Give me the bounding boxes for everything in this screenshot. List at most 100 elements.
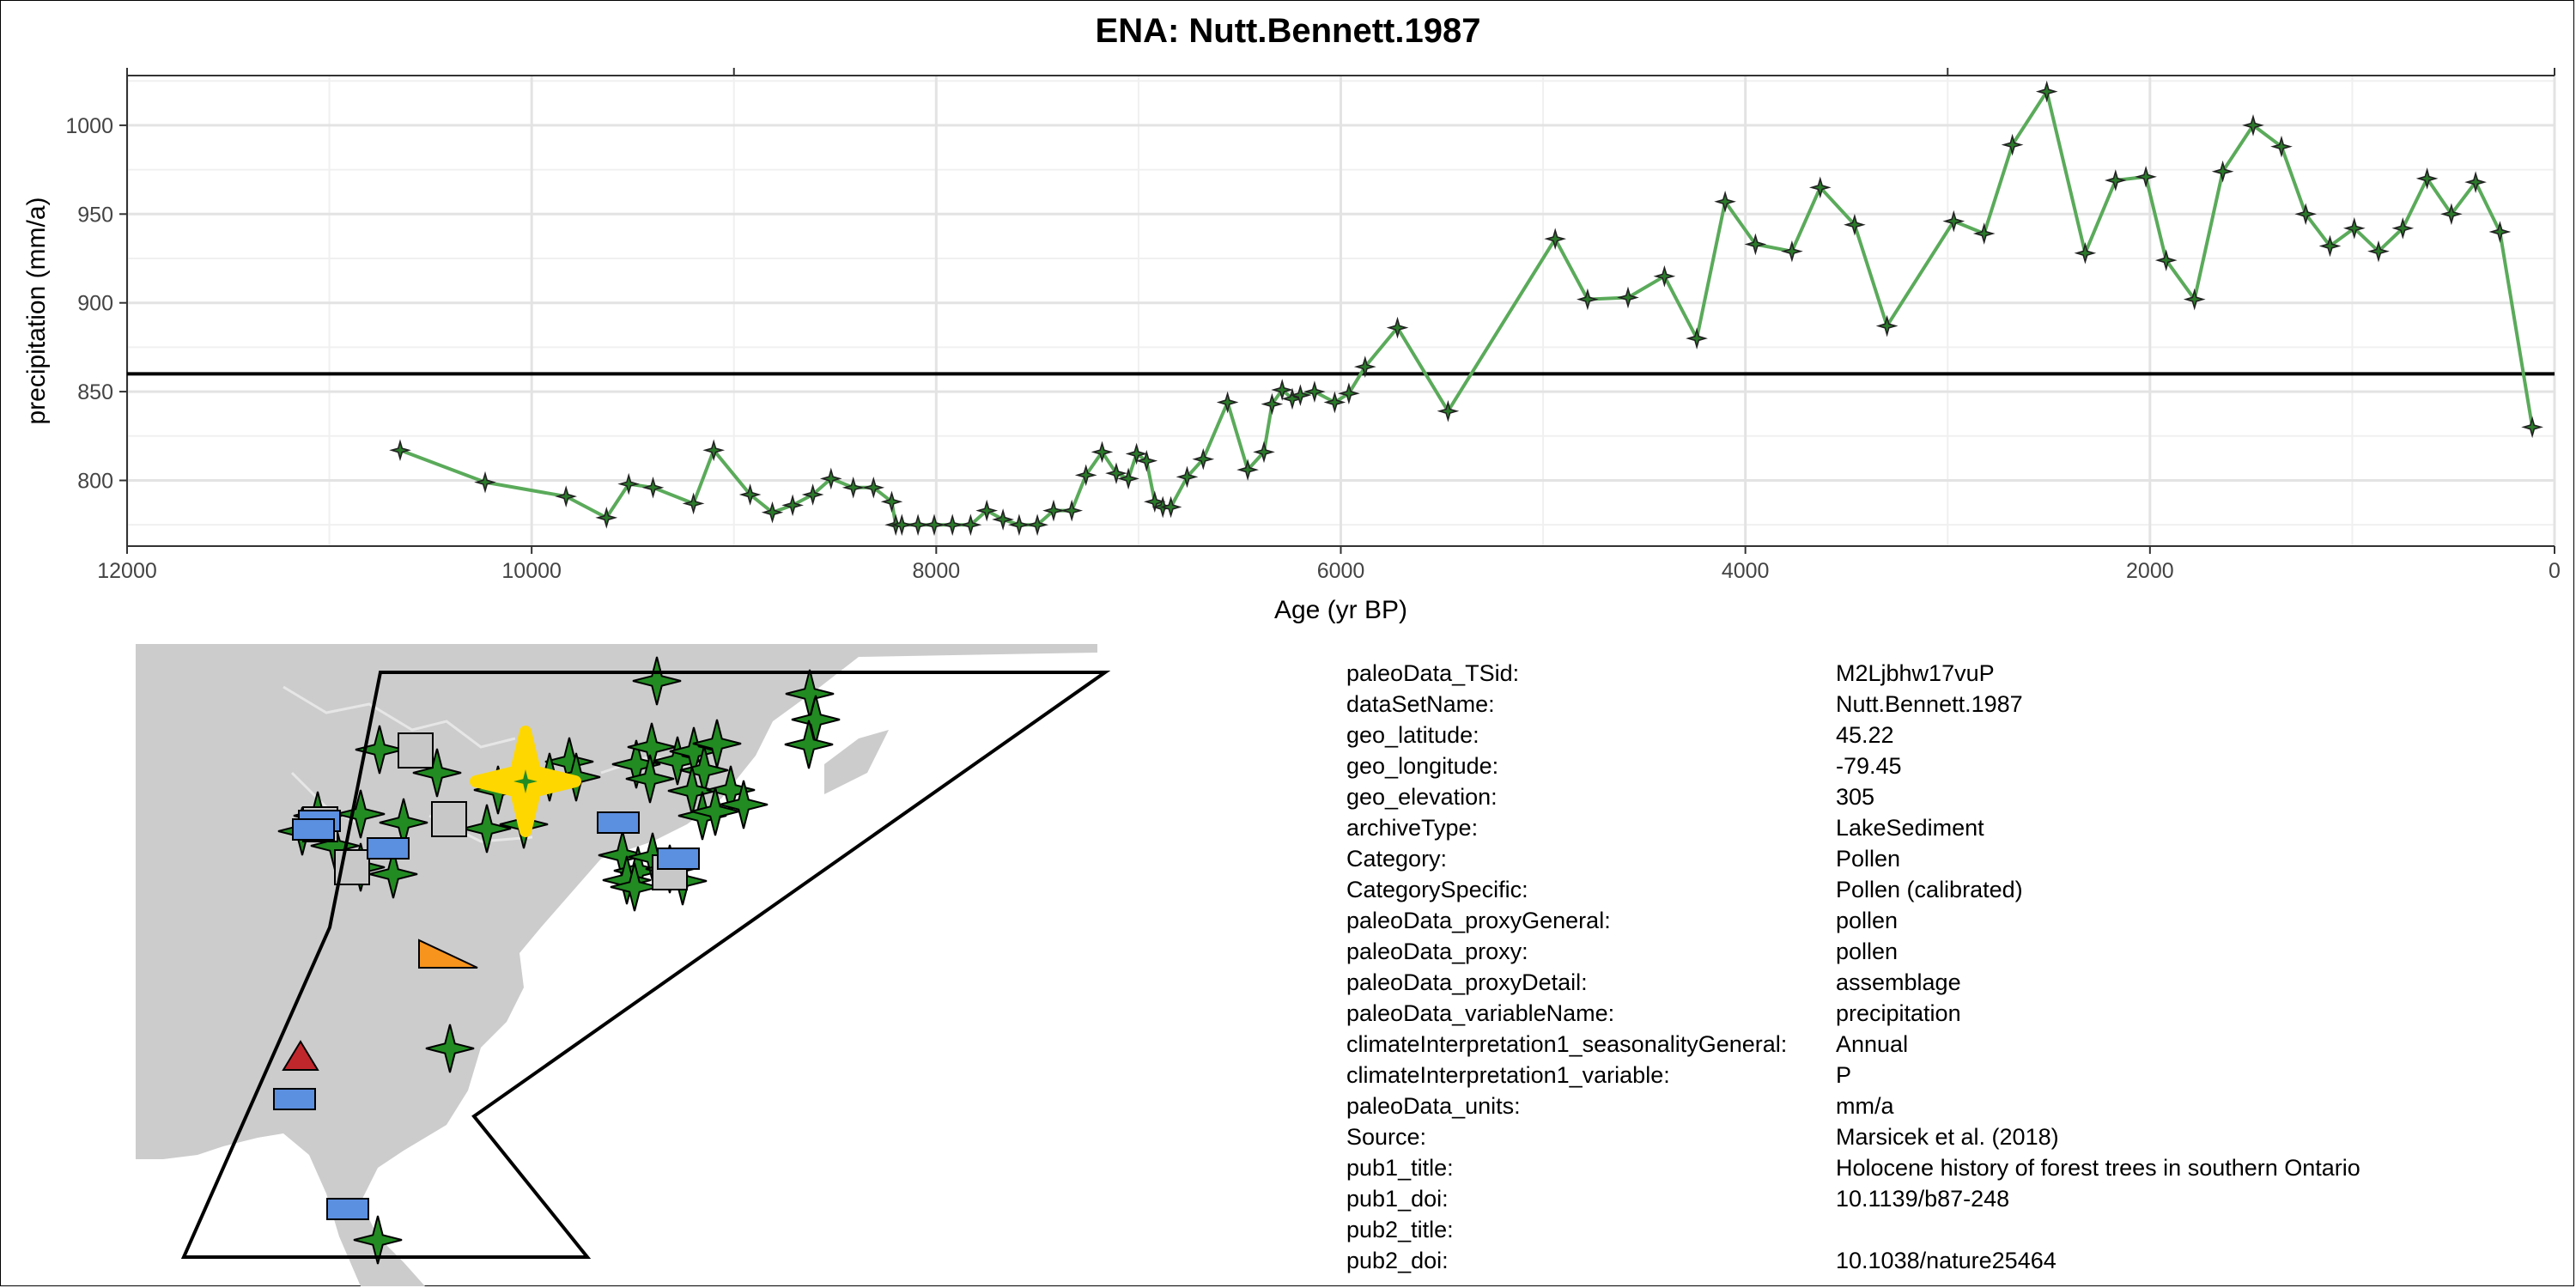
- y-tick-label: 900: [77, 292, 113, 316]
- metadata-key: archiveType:: [1346, 815, 1479, 841]
- y-tick-label: 950: [77, 203, 113, 227]
- metadata-value: -79.45: [1836, 753, 1902, 779]
- metadata-key: climateInterpretation1_variable:: [1346, 1062, 1670, 1088]
- data-point: [1617, 286, 1639, 309]
- metadata-value: Nutt.Bennett.1987: [1836, 691, 2023, 717]
- data-point: [941, 513, 964, 537]
- axis-labels: Age (yr BP) precipitation (mm/a): [22, 197, 1407, 624]
- data-point: [2415, 167, 2439, 190]
- data-point: [1744, 233, 1767, 256]
- data-point: [2342, 216, 2366, 240]
- x-tick-label: 12000: [97, 559, 157, 583]
- map-site-square: [398, 732, 434, 769]
- data-point: [781, 494, 804, 517]
- metadata-row: dataSetName: Nutt.Bennett.1987: [1346, 689, 2360, 720]
- data-point: [1353, 355, 1376, 378]
- data-point: [2211, 160, 2234, 183]
- metadata-value: M2Ljbhw17vuP: [1836, 660, 1995, 686]
- map-site-triangle-up: [282, 1040, 319, 1071]
- map-site-star: [462, 804, 512, 854]
- metadata-value: Pollen: [1836, 846, 1901, 872]
- data-point: [1105, 462, 1127, 484]
- metadata-row: climateInterpretation1_seasonalityGenera…: [1346, 1029, 2360, 1060]
- data-point: [923, 513, 945, 537]
- map-site-rectangle: [657, 848, 700, 870]
- data-point: [1144, 490, 1166, 513]
- map-site-star: [690, 787, 740, 836]
- metadata-key: paleoData_variableName:: [1346, 1000, 1615, 1026]
- data-point: [1159, 495, 1182, 519]
- chart-title: ENA: Nutt.Bennett.1987: [1095, 12, 1481, 50]
- x-tick-label: 10000: [501, 559, 562, 583]
- data-point: [890, 513, 914, 537]
- data-point: [1091, 440, 1114, 464]
- metadata-key: Source:: [1346, 1124, 1427, 1150]
- data-point: [2521, 416, 2543, 439]
- metadata-table: paleoData_TSid: M2Ljbhw17vuP dataSetName: N…: [1346, 658, 2360, 1276]
- data-point: [975, 499, 999, 522]
- data-point: [1289, 384, 1312, 407]
- y-axis-label: precipitation (mm/a): [22, 197, 51, 424]
- metadata-value: 10.1139/b87-248: [1836, 1186, 2010, 1212]
- metadata-value: Marsicek et al. (2018): [1836, 1124, 2059, 1150]
- data-point: [1042, 499, 1065, 522]
- metadata-value: Annual: [1836, 1031, 1909, 1057]
- metadata-row: paleoData_TSid: M2Ljbhw17vuP: [1346, 658, 2360, 689]
- metadata-key: paleoData_TSid:: [1346, 660, 1520, 686]
- data-point: [959, 513, 982, 537]
- metadata-value: P: [1836, 1062, 1852, 1088]
- data-point: [1386, 316, 1409, 339]
- metadata-row: paleoData_proxyDetail: assemblage: [1346, 967, 2360, 998]
- data-point: [738, 483, 762, 506]
- metadata-row: paleoData_variableName: precipitation: [1346, 998, 2360, 1029]
- data-point: [1253, 440, 1275, 464]
- metadata-key: paleoData_proxyGeneral:: [1346, 908, 1611, 933]
- data-point: [1060, 499, 1084, 522]
- data-point: [641, 476, 665, 499]
- data-point: [841, 476, 865, 499]
- x-tick-label: 4000: [1722, 559, 1770, 583]
- metadata-row: pub1_doi: 10.1139/b87-248: [1346, 1183, 2360, 1214]
- map-site-star: [791, 695, 841, 744]
- metadata-row: paleoData_units: mm/a: [1346, 1091, 2360, 1121]
- map-site-star: [719, 780, 769, 829]
- data-point: [2488, 221, 2512, 243]
- y-tick-label: 800: [77, 469, 113, 493]
- metadata-key: pub1_title:: [1346, 1155, 1454, 1181]
- data-point: [1303, 380, 1326, 403]
- metadata-value: 45.22: [1836, 722, 1894, 748]
- metadata-value: Holocene history of forest trees in sout…: [1836, 1155, 2360, 1181]
- map-site-rectangle: [292, 818, 335, 841]
- metadata-key: climateInterpretation1_seasonalityGenera…: [1346, 1031, 1788, 1057]
- map-site-rectangle: [273, 1088, 316, 1110]
- data-point: [1323, 391, 1346, 414]
- map-site-star: [625, 754, 675, 804]
- data-point: [1192, 447, 1215, 471]
- metadata-key: paleoData_proxy:: [1346, 939, 1528, 964]
- map-site-star: [412, 748, 462, 798]
- data-point: [1216, 391, 1239, 414]
- data-point: [389, 439, 411, 462]
- map-site-square: [431, 801, 467, 837]
- map-site-rectangle: [326, 1198, 369, 1220]
- data-point: [595, 507, 618, 529]
- data-point: [1875, 314, 1899, 337]
- metadata-key: geo_latitude:: [1346, 722, 1479, 748]
- current-site-center: [513, 769, 538, 793]
- data-point: [907, 513, 929, 537]
- data-point: [1125, 442, 1148, 465]
- data-point: [2105, 169, 2127, 191]
- x-tick-label: 6000: [1317, 559, 1365, 583]
- data-point: [1653, 264, 1676, 288]
- nova-scotia-land: [824, 730, 889, 794]
- map-site-star: [336, 789, 386, 839]
- metadata-row: pub2_doi: 10.1038/nature25464: [1346, 1245, 2360, 1276]
- metadata-row: Category: Pollen: [1346, 843, 2360, 874]
- map-symbols: [273, 656, 841, 1265]
- metadata-value: mm/a: [1836, 1093, 1894, 1119]
- metadata-row: pub2_title:: [1346, 1214, 2360, 1245]
- data-point: [2154, 249, 2178, 271]
- data-points: [389, 80, 2543, 537]
- data-point: [2440, 203, 2463, 226]
